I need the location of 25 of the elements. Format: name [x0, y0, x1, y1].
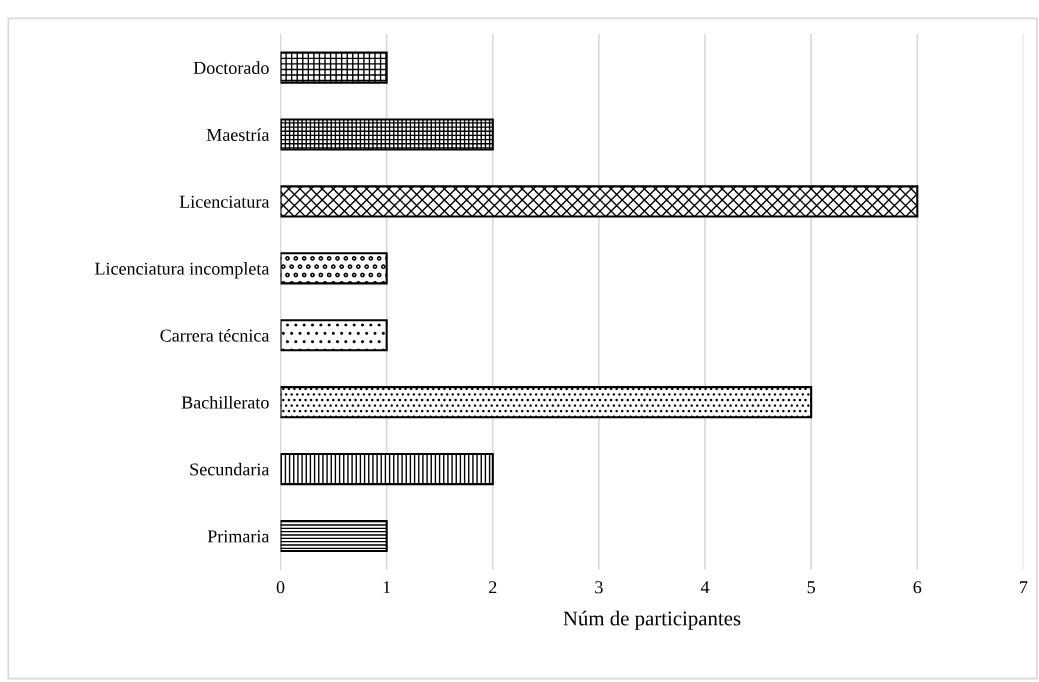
y-tick-label: Licenciatura — [179, 195, 270, 208]
x-axis-title: Núm de participantes — [563, 610, 741, 630]
bar — [280, 519, 388, 553]
x-tick-label: 5 — [807, 581, 815, 594]
bar — [280, 386, 813, 419]
y-tick-label: Maestría — [206, 128, 270, 141]
y-tick-label: Licenciatura incompleta — [94, 262, 270, 279]
y-tick-label: Doctorado — [193, 61, 269, 74]
bar — [280, 252, 388, 285]
bar — [280, 118, 494, 151]
x-tick-label: 0 — [276, 581, 285, 594]
x-tick-label: 2 — [489, 581, 497, 594]
bar — [280, 319, 388, 352]
y-tick-label: Primaria — [207, 530, 270, 543]
x-tick-label: 7 — [1020, 581, 1028, 594]
y-tick-label: Bachillerato — [181, 395, 269, 409]
bar — [280, 452, 494, 486]
x-tick-label: 3 — [595, 581, 603, 594]
bar — [280, 51, 388, 84]
x-tick-label: 4 — [700, 581, 710, 594]
x-tick-label: 6 — [913, 581, 922, 594]
y-tick-label: Secundaria — [190, 462, 270, 476]
y-tick-label: Carrera técnica — [160, 328, 270, 342]
bar — [280, 185, 919, 218]
x-tick-label: 1 — [383, 581, 391, 594]
